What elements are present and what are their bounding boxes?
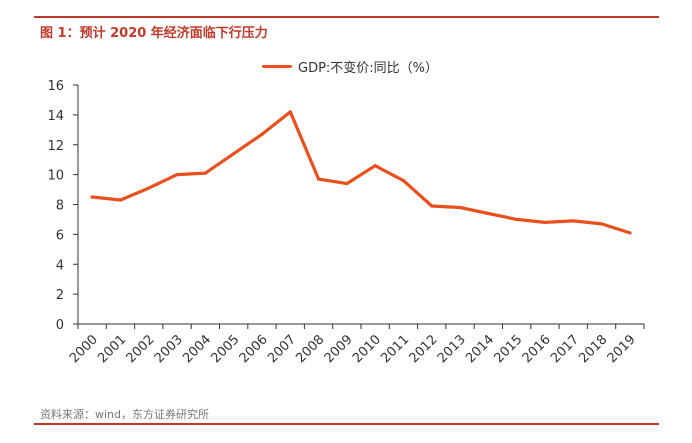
series-line xyxy=(90,110,632,235)
y-tick-label: 4 xyxy=(56,258,64,273)
data-point xyxy=(232,152,236,156)
data-point xyxy=(401,179,406,183)
data-point xyxy=(571,219,575,223)
data-point xyxy=(628,231,632,235)
y-tick-label: 10 xyxy=(47,169,64,184)
x-tick-label: 2002 xyxy=(124,332,158,366)
series-layer xyxy=(90,110,632,235)
x-tick-label: 2005 xyxy=(208,332,242,366)
legend-label: GDP:不变价:同比（%） xyxy=(298,61,439,76)
x-tick-label: 2016 xyxy=(520,332,554,366)
y-tick-label: 16 xyxy=(47,79,64,94)
data-point xyxy=(118,198,123,202)
data-point xyxy=(599,222,604,226)
x-tick-label: 2012 xyxy=(407,332,441,366)
data-point xyxy=(175,173,179,177)
x-tick-label: 2006 xyxy=(237,332,271,366)
data-point xyxy=(345,181,349,186)
data-point xyxy=(203,171,207,175)
x-tick-label: 2010 xyxy=(350,332,384,366)
y-tick-label: 0 xyxy=(56,318,64,333)
data-point xyxy=(430,204,434,208)
data-point xyxy=(260,132,264,136)
x-tick-label: 2013 xyxy=(435,332,469,366)
x-tick-label: 2011 xyxy=(378,332,412,366)
y-tick-label: 8 xyxy=(56,199,64,214)
x-tick-label: 2007 xyxy=(265,332,299,366)
x-tick-label: 2019 xyxy=(605,332,639,366)
data-point xyxy=(288,110,292,114)
y-tick-label: 12 xyxy=(47,139,64,154)
data-point xyxy=(316,177,321,181)
x-tick-label: 2009 xyxy=(322,332,356,366)
x-tick-label: 2015 xyxy=(491,332,525,366)
data-point xyxy=(543,220,547,225)
x-tick-label: 2008 xyxy=(293,332,327,366)
bottom-rule xyxy=(34,423,659,425)
x-axis: 2000200120022003200420052006200720082009… xyxy=(67,323,645,366)
x-tick-label: 2017 xyxy=(548,332,582,366)
data-point xyxy=(147,186,151,190)
data-point xyxy=(458,205,462,210)
legend-swatch xyxy=(262,65,292,68)
x-tick-label: 2004 xyxy=(180,332,214,366)
y-axis: 0 2 4 6 8 10 12 14 16 xyxy=(47,79,79,333)
y-tick-label: 2 xyxy=(56,288,64,303)
data-point xyxy=(373,164,377,168)
y-tick-label: 6 xyxy=(56,228,64,243)
chart-legend: GDP:不变价:同比（%） xyxy=(262,57,438,76)
figure-title: 图 1：预计 2020 年经济面临下行压力 xyxy=(40,26,268,41)
x-tick-label: 2003 xyxy=(152,332,186,366)
data-point xyxy=(90,195,94,199)
source-note: 资料来源：wind，东方证券研究所 xyxy=(40,408,210,421)
top-rule xyxy=(34,16,659,18)
data-point xyxy=(515,217,519,222)
x-tick-label: 2018 xyxy=(576,332,610,366)
x-tick-label: 2001 xyxy=(95,332,129,366)
x-tick-label: 2014 xyxy=(463,332,497,366)
data-point xyxy=(486,211,490,216)
y-tick-label: 14 xyxy=(47,109,64,124)
x-tick-label: 2000 xyxy=(67,332,101,366)
